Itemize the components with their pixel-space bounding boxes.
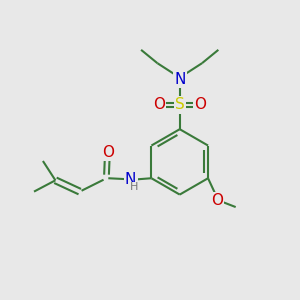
Text: O: O <box>153 97 165 112</box>
Text: O: O <box>102 145 114 160</box>
Text: O: O <box>194 97 206 112</box>
Text: O: O <box>211 193 223 208</box>
Text: H: H <box>130 182 138 192</box>
Text: S: S <box>175 97 184 112</box>
Text: N: N <box>125 172 136 187</box>
Text: N: N <box>174 72 185 87</box>
